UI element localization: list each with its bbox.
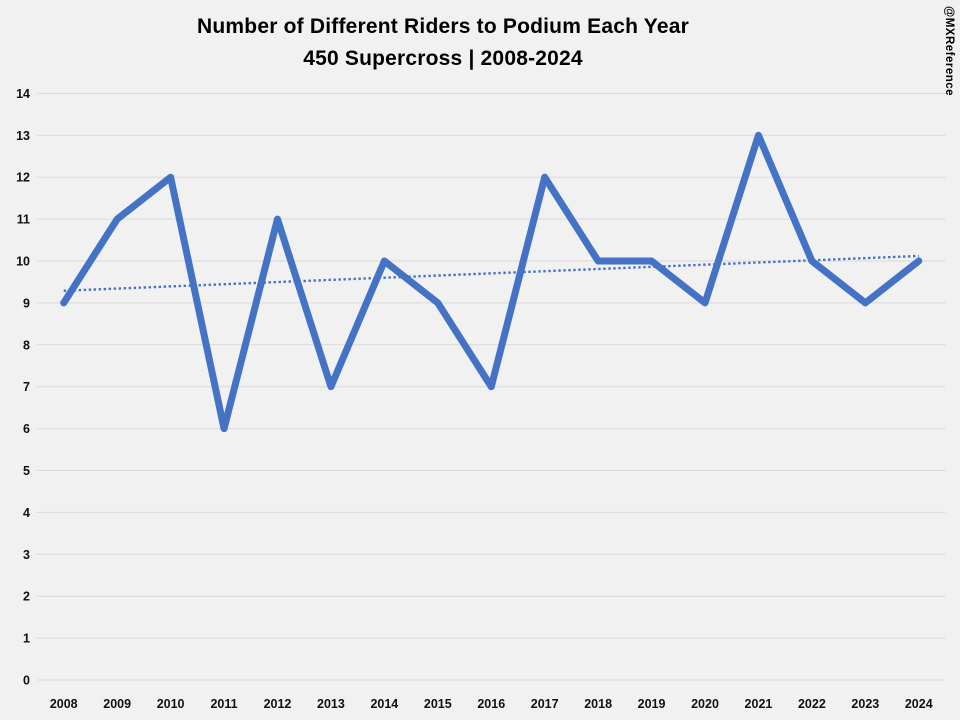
y-axis-tick-label: 1 [23,632,30,646]
data-series-line [60,131,923,433]
y-axis-tick-label: 10 [16,255,30,269]
x-axis-tick-label: 2024 [905,697,933,711]
y-axis-tick-label: 11 [17,213,30,227]
x-axis-tick-label: 2009 [103,697,131,711]
chart-title-block: Number of Different Riders to Podium Eac… [0,11,886,75]
y-axis-tick-label: 14 [16,87,30,101]
y-axis-tick-label: 3 [23,548,30,562]
x-axis-tick-label: 2019 [638,697,666,711]
y-axis-tick-label: 7 [23,380,30,394]
y-axis-tick-label: 6 [23,422,30,436]
x-axis-tick-label: 2008 [50,697,78,711]
y-axis-tick-label: 13 [16,129,30,143]
x-axis-tick-label: 2016 [477,697,505,711]
x-axis-tick-label: 2010 [157,697,185,711]
y-axis-tick-label: 4 [23,506,30,520]
y-axis-tick-label: 8 [23,338,30,352]
chart-title: Number of Different Riders to Podium Eac… [197,15,689,38]
x-axis-tick-label: 2017 [531,697,559,711]
x-axis-tick-label: 2011 [210,697,237,711]
x-axis-tick-label: 2021 [745,697,773,711]
x-axis-tick-label: 2012 [264,697,292,711]
y-axis-tick-label: 5 [23,464,30,478]
x-axis-tick-label: 2013 [317,697,345,711]
chart-subtitle: 450 Supercross | 2008-2024 [303,47,583,70]
x-axis-tick-label: 2020 [691,697,719,711]
y-axis-tick-label: 0 [23,674,30,688]
x-axis-tick-label: 2022 [798,697,826,711]
x-axis-tick-label: 2023 [851,697,879,711]
y-axis-tick-label: 9 [23,296,30,310]
x-axis-tick-label: 2015 [424,697,452,711]
y-axis-tick-label: 2 [23,590,30,604]
x-axis-tick-label: 2014 [370,697,398,711]
y-axis-tick-label: 12 [16,171,30,185]
x-axis-tick-label: 2018 [584,697,612,711]
watermark-credit: @MXReference [943,6,955,97]
